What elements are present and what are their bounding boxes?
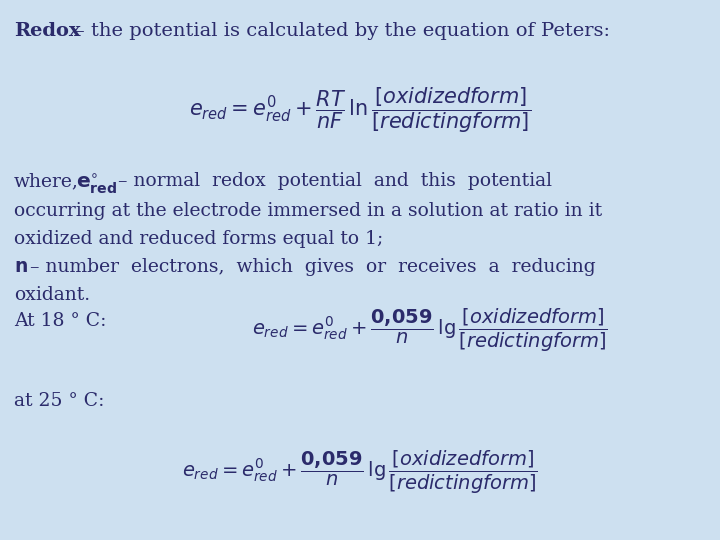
Text: oxidant.: oxidant.	[14, 286, 90, 304]
Text: $e_{red} = e_{red}^{0} + \dfrac{\mathbf{0{,}059}}{n}\,\mathrm{lg}\,\dfrac{[oxidi: $e_{red} = e_{red}^{0} + \dfrac{\mathbf{…	[252, 307, 608, 354]
Text: $\mathbf{n}$: $\mathbf{n}$	[14, 258, 28, 276]
Text: where,: where,	[14, 172, 79, 190]
Text: – number  electrons,  which  gives  or  receives  a  reducing: – number electrons, which gives or recei…	[30, 258, 595, 276]
Text: – normal  redox  potential  and  this  potential: – normal redox potential and this potent…	[118, 172, 552, 190]
Text: $\mathbf{e}_{\mathbf{red}}^{\circ}$: $\mathbf{e}_{\mathbf{red}}^{\circ}$	[76, 172, 117, 196]
Text: at 25 ° C:: at 25 ° C:	[14, 392, 104, 410]
Text: – the potential is calculated by the equation of Peters:: – the potential is calculated by the equ…	[75, 22, 610, 40]
Text: $e_{red} = e_{red}^{0} + \dfrac{\mathbf{0{,}059}}{n}\,\mathrm{lg}\,\dfrac{[oxidi: $e_{red} = e_{red}^{0} + \dfrac{\mathbf{…	[182, 448, 538, 496]
Text: Redox: Redox	[14, 22, 81, 40]
Text: At 18 ° C:: At 18 ° C:	[14, 312, 107, 330]
Text: oxidized and reduced forms equal to 1;: oxidized and reduced forms equal to 1;	[14, 230, 383, 248]
Text: occurring at the electrode immersed in a solution at ratio in it: occurring at the electrode immersed in a…	[14, 202, 602, 220]
Text: $e_{red} = e_{red}^{0} + \dfrac{RT}{nF}\,\mathrm{ln}\,\dfrac{[oxidizedform]}{[re: $e_{red} = e_{red}^{0} + \dfrac{RT}{nF}\…	[189, 85, 531, 135]
